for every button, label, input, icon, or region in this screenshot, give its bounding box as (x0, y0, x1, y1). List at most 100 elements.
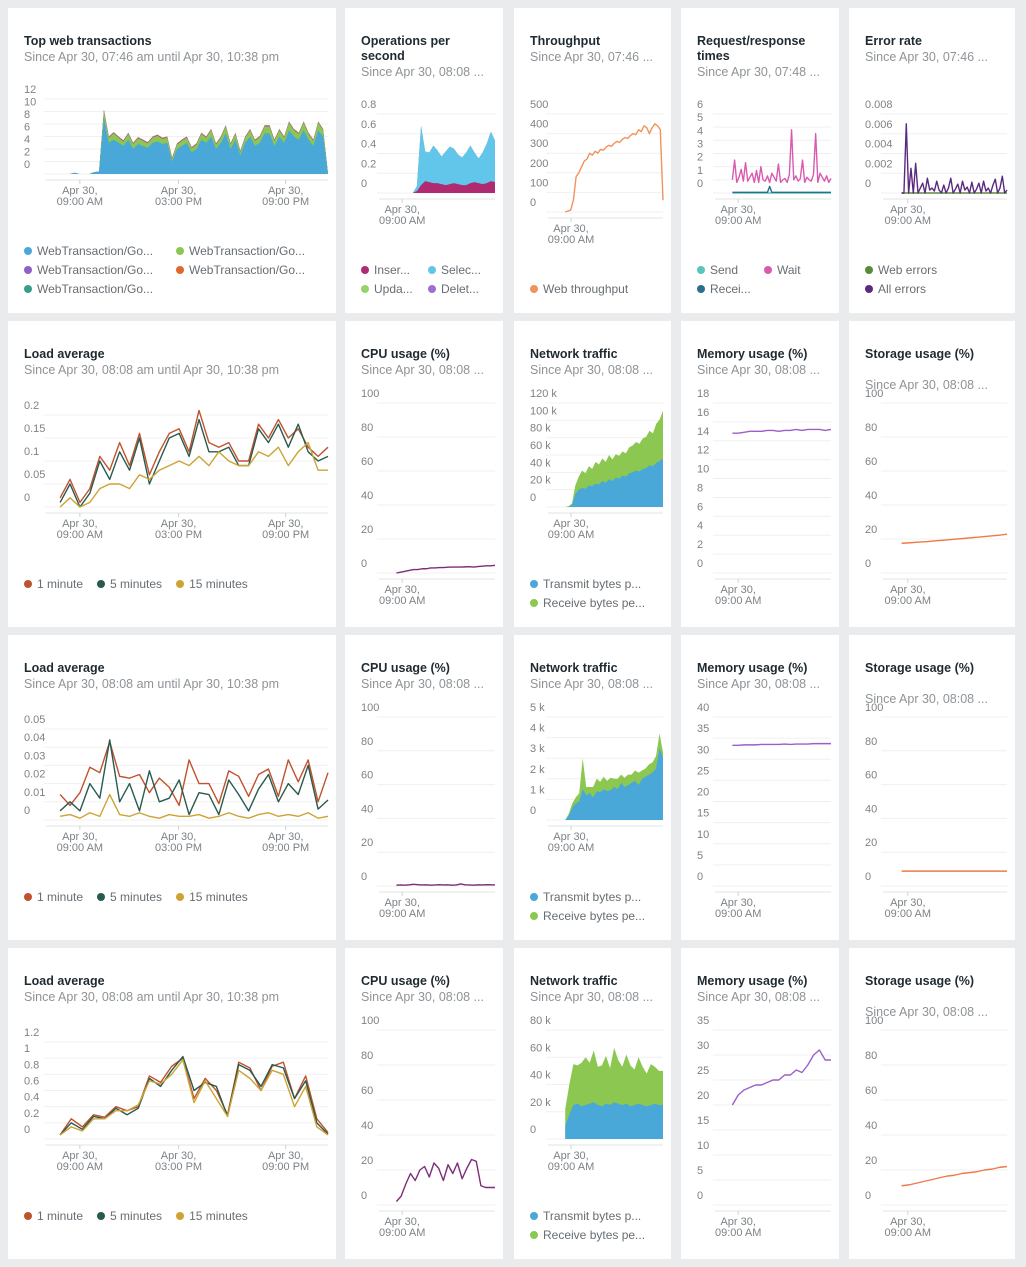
legend-item[interactable]: Web errors (865, 261, 1007, 280)
chart[interactable]: 80 k 60 k 40 k 20 k 0 Apr 30,09:00 AM (514, 948, 671, 1259)
storage-usage-panel[interactable]: Storage usage (%) Since Apr 30, 08:08 ...… (849, 321, 1015, 627)
legend-item[interactable]: 1 minute (24, 575, 83, 594)
legend-item[interactable]: Send (697, 261, 764, 280)
memory-usage-panel[interactable]: Memory usage (%) Since Apr 30, 08:08 ... 3… (681, 948, 839, 1259)
legend-item[interactable]: Delet... (428, 280, 495, 299)
chart[interactable]: 0.008 0.006 0.004 0.002 0 Apr 30,09:00 AM (849, 8, 1015, 313)
legend-item[interactable]: Transmit bytes p... (530, 1207, 663, 1226)
legend-item[interactable]: Receive bytes pe... (530, 907, 663, 926)
panel-title: Memory usage (%) (697, 661, 808, 675)
line-series[interactable] (59, 739, 329, 816)
line-series[interactable] (396, 883, 496, 886)
legend-item[interactable]: WebTransaction/Go... (24, 261, 176, 280)
area-series[interactable] (565, 1102, 663, 1139)
network-traffic-panel[interactable]: Network traffic Since Apr 30, 08:08 ... 80… (514, 948, 671, 1259)
legend-item[interactable]: Recei... (697, 280, 764, 299)
line-series[interactable] (59, 441, 328, 508)
load-average-panel[interactable]: Load average Since Apr 30, 08:08 am until… (8, 635, 336, 940)
top-web-transactions-panel[interactable]: Top web transactions Since Apr 30, 07:46 … (8, 8, 336, 313)
legend-item[interactable]: WebTransaction/Go... (176, 242, 328, 261)
y-tick-label: 80 k (530, 423, 551, 435)
area-series[interactable] (396, 181, 495, 193)
line-series[interactable] (732, 742, 831, 747)
area-series[interactable] (565, 747, 663, 820)
network-traffic-panel[interactable]: Network traffic Since Apr 30, 08:08 ... 12… (514, 321, 671, 627)
legend-item[interactable]: WebTransaction/Go... (24, 242, 176, 261)
legend-item[interactable]: Inser... (361, 261, 428, 280)
legend-item[interactable]: Receive bytes pe... (530, 1226, 663, 1245)
request-response-times-panel[interactable]: Request/response times Since Apr 30, 07:4… (681, 8, 839, 313)
legend-item[interactable]: Web throughput (530, 280, 663, 299)
y-tick-label: 20 (865, 1155, 877, 1167)
chart[interactable]: 100 80 60 40 20 0 Apr 30,09:00 AM (345, 321, 503, 627)
line-series[interactable] (731, 129, 832, 184)
chart[interactable]: 500 400 300 200 100 0 Apr 30,09:00 AM (514, 8, 671, 313)
chart[interactable]: 35 30 25 20 15 10 5 0 Apr 30,09:00 AM (681, 948, 839, 1259)
legend-item[interactable]: All errors (865, 280, 1007, 299)
load-average-panel[interactable]: Load average Since Apr 30, 08:08 am until… (8, 948, 336, 1259)
area-series[interactable] (60, 117, 328, 174)
area-series[interactable] (565, 458, 663, 507)
line-series[interactable] (59, 793, 329, 819)
chart[interactable]: 100 80 60 40 20 0 Apr 30,09:00 AM (345, 635, 503, 940)
operations-per-second-panel[interactable]: Operations per second Since Apr 30, 08:08… (345, 8, 503, 313)
line-series[interactable] (59, 1059, 329, 1136)
legend-item[interactable]: WebTransaction/Go... (24, 280, 176, 299)
legend-item[interactable]: Transmit bytes p... (530, 575, 663, 594)
legend-item[interactable]: WebTransaction/Go... (176, 261, 328, 280)
legend-item[interactable]: Wait (764, 261, 831, 280)
line-series[interactable] (59, 409, 329, 504)
throughput-panel[interactable]: Throughput Since Apr 30, 07:46 ... 500 400 3… (514, 8, 671, 313)
line-series[interactable] (59, 418, 329, 508)
memory-usage-panel[interactable]: Memory usage (%) Since Apr 30, 08:08 ... 1… (681, 321, 839, 627)
area-series[interactable] (396, 125, 495, 193)
line-series[interactable] (901, 1165, 1008, 1187)
line-series[interactable] (395, 1158, 495, 1202)
network-traffic-panel[interactable]: Network traffic Since Apr 30, 08:08 ... 5 … (514, 635, 671, 940)
legend-item[interactable]: 15 minutes (176, 1207, 248, 1226)
load-average-panel[interactable]: Load average Since Apr 30, 08:08 am until… (8, 321, 336, 627)
error-rate-panel[interactable]: Error rate Since Apr 30, 07:46 ... 0.008 0.… (849, 8, 1015, 313)
line-series[interactable] (901, 533, 1008, 544)
cpu-usage-panel[interactable]: CPU usage (%) Since Apr 30, 08:08 ... 100 8… (345, 948, 503, 1259)
line-series[interactable] (901, 123, 1008, 194)
line-series[interactable] (732, 428, 832, 434)
line-series[interactable] (565, 123, 664, 213)
chart[interactable]: 0.8 0.6 0.4 0.2 0 Apr 30,09:00 AM (345, 8, 503, 313)
chart[interactable]: 100 80 60 40 20 0 Apr 30,09:00 AM (849, 635, 1015, 940)
chart[interactable]: 18 16 14 12 10 8 6 4 2 0 Apr 30,09:00 AM (681, 321, 839, 627)
memory-usage-panel[interactable]: Memory usage (%) Since Apr 30, 08:08 ... 4… (681, 635, 839, 940)
legend-item[interactable]: Upda... (361, 280, 428, 299)
chart[interactable]: 100 80 60 40 20 0 Apr 30,09:00 AM (345, 948, 503, 1259)
chart[interactable]: 120 k 100 k 80 k 60 k 40 k 20 k 0 Apr 30,09:00 … (514, 321, 671, 627)
line-series[interactable] (59, 1057, 329, 1136)
legend-item[interactable]: Receive bytes pe... (530, 594, 663, 613)
chart[interactable]: 40 35 30 25 20 15 10 5 0 Apr 30,09:00 AM (681, 635, 839, 940)
line-series[interactable] (59, 741, 329, 807)
chart[interactable]: 100 80 60 40 20 0 Apr 30,09:00 AM (849, 948, 1015, 1259)
line-series[interactable] (396, 564, 496, 574)
legend-item[interactable]: 15 minutes (176, 575, 248, 594)
line-series[interactable] (731, 1049, 831, 1106)
chart[interactable]: 5 k 4 k 3 k 2 k 1 k 0 Apr 30,09:00 AM (514, 635, 671, 940)
legend-item[interactable]: Selec... (428, 261, 495, 280)
legend-item[interactable]: 5 minutes (97, 888, 162, 907)
storage-usage-panel[interactable]: Storage usage (%) Since Apr 30, 08:08 ...… (849, 635, 1015, 940)
legend-item[interactable]: 1 minute (24, 888, 83, 907)
y-tick-label: 20 (865, 837, 877, 849)
legend-item[interactable]: 5 minutes (97, 575, 162, 594)
storage-usage-panel[interactable]: Storage usage (%) Since Apr 30, 08:08 ...… (849, 948, 1015, 1259)
legend-item[interactable]: 5 minutes (97, 1207, 162, 1226)
chart[interactable]: 100 80 60 40 20 0 Apr 30,09:00 AM (849, 321, 1015, 627)
legend-item[interactable]: 1 minute (24, 1207, 83, 1226)
cpu-usage-panel[interactable]: CPU usage (%) Since Apr 30, 08:08 ... 100 8… (345, 635, 503, 940)
cpu-usage-panel[interactable]: CPU usage (%) Since Apr 30, 08:08 ... 100 8… (345, 321, 503, 627)
line-series[interactable] (732, 185, 831, 194)
legend-item[interactable]: Transmit bytes p... (530, 888, 663, 907)
legend-item[interactable]: 15 minutes (176, 888, 248, 907)
